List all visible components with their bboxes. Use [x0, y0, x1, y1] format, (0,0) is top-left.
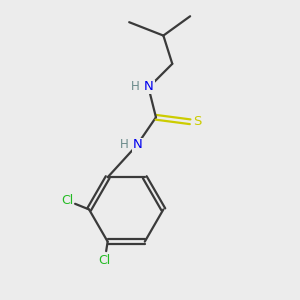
Text: N: N — [144, 80, 154, 94]
Text: Cl: Cl — [98, 254, 111, 266]
Text: H: H — [120, 138, 128, 151]
Text: Cl: Cl — [61, 194, 74, 207]
Text: S: S — [194, 115, 202, 128]
Text: N: N — [132, 138, 142, 152]
Text: H: H — [131, 80, 140, 93]
